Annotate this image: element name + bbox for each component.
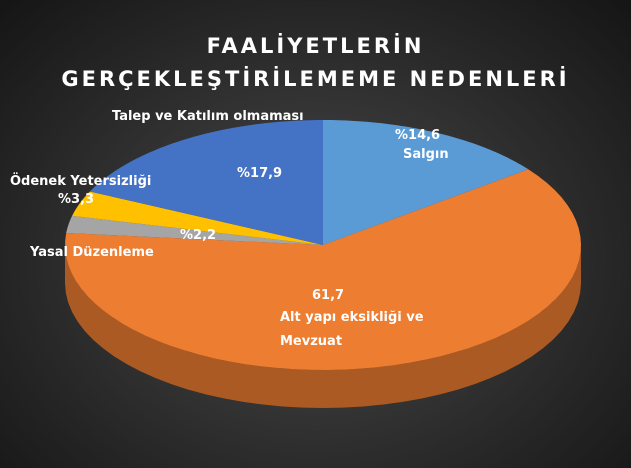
slice [89, 120, 323, 245]
value-label: %14,6 [395, 128, 441, 143]
value-label: 61,7 [312, 288, 345, 303]
slice [323, 120, 529, 245]
category-label: Ödenek Yetersizliği [10, 174, 152, 189]
category-label: Salgın [403, 147, 449, 162]
slice [72, 191, 323, 245]
value-label: %3,3 [58, 192, 95, 207]
chart-title: FAALİYETLERİN GERÇEKLEŞTİRİLEMEME NEDENL… [61, 34, 570, 91]
value-label: %2,2 [180, 228, 217, 243]
slice-side [65, 245, 581, 408]
slice [65, 169, 581, 370]
category-label: Alt yapı eksikliği ve Mevzuat [280, 310, 424, 349]
value-label: %17,9 [237, 166, 283, 181]
category-label: Yasal Düzenleme [30, 245, 154, 260]
category-label: Talep ve Katılım olmaması [112, 109, 304, 124]
slice [66, 215, 323, 245]
